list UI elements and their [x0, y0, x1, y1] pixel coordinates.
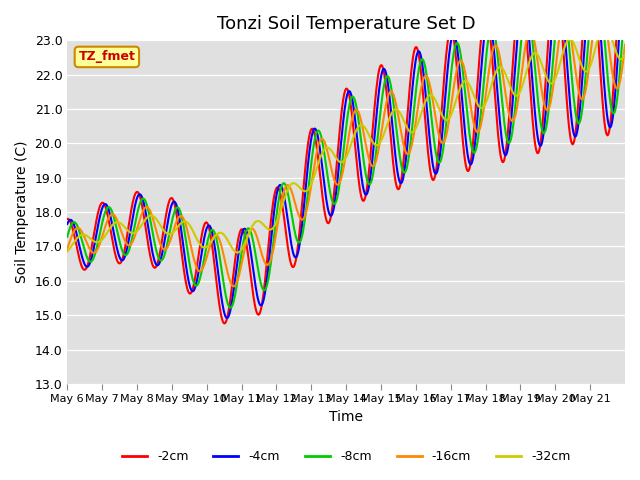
-16cm	[404, 151, 412, 157]
-8cm	[621, 1, 629, 7]
-16cm	[63, 246, 71, 252]
-16cm	[436, 135, 444, 141]
-8cm	[436, 160, 444, 166]
-4cm	[223, 315, 231, 321]
-32cm	[281, 194, 289, 200]
-2cm	[232, 251, 240, 256]
-4cm	[232, 269, 240, 275]
Title: Tonzi Soil Temperature Set D: Tonzi Soil Temperature Set D	[217, 15, 476, 33]
X-axis label: Time: Time	[329, 410, 363, 424]
-2cm	[436, 134, 444, 140]
-16cm	[281, 186, 289, 192]
-4cm	[129, 214, 136, 220]
-8cm	[227, 305, 234, 311]
-4cm	[281, 197, 289, 203]
-4cm	[404, 132, 412, 138]
-32cm	[621, 51, 629, 57]
-16cm	[621, 42, 629, 48]
-16cm	[260, 257, 268, 263]
-32cm	[260, 222, 268, 228]
Line: -16cm: -16cm	[67, 0, 625, 287]
Text: TZ_fmet: TZ_fmet	[79, 50, 135, 63]
-4cm	[436, 156, 444, 162]
-32cm	[404, 127, 412, 132]
-2cm	[221, 321, 228, 326]
-32cm	[436, 107, 444, 113]
-16cm	[232, 281, 240, 287]
-16cm	[596, 0, 604, 2]
-16cm	[129, 239, 136, 244]
-8cm	[129, 233, 136, 239]
-32cm	[232, 249, 239, 254]
Y-axis label: Soil Temperature (C): Soil Temperature (C)	[15, 141, 29, 283]
-32cm	[129, 230, 136, 236]
-2cm	[129, 200, 136, 205]
-32cm	[601, 22, 609, 28]
-2cm	[63, 216, 71, 222]
-2cm	[404, 102, 412, 108]
-8cm	[232, 287, 240, 293]
-8cm	[63, 234, 71, 240]
-16cm	[230, 284, 237, 289]
-8cm	[260, 287, 268, 293]
-4cm	[63, 221, 71, 227]
-4cm	[260, 297, 268, 303]
-32cm	[234, 250, 241, 255]
-2cm	[281, 220, 289, 226]
-8cm	[404, 157, 412, 163]
Legend: -2cm, -4cm, -8cm, -16cm, -32cm: -2cm, -4cm, -8cm, -16cm, -32cm	[117, 445, 575, 468]
-2cm	[260, 290, 268, 296]
Line: -4cm: -4cm	[67, 0, 625, 318]
Line: -32cm: -32cm	[67, 25, 625, 252]
Line: -8cm: -8cm	[67, 0, 625, 308]
-32cm	[63, 249, 71, 254]
Line: -2cm: -2cm	[67, 0, 625, 324]
-8cm	[281, 181, 289, 187]
